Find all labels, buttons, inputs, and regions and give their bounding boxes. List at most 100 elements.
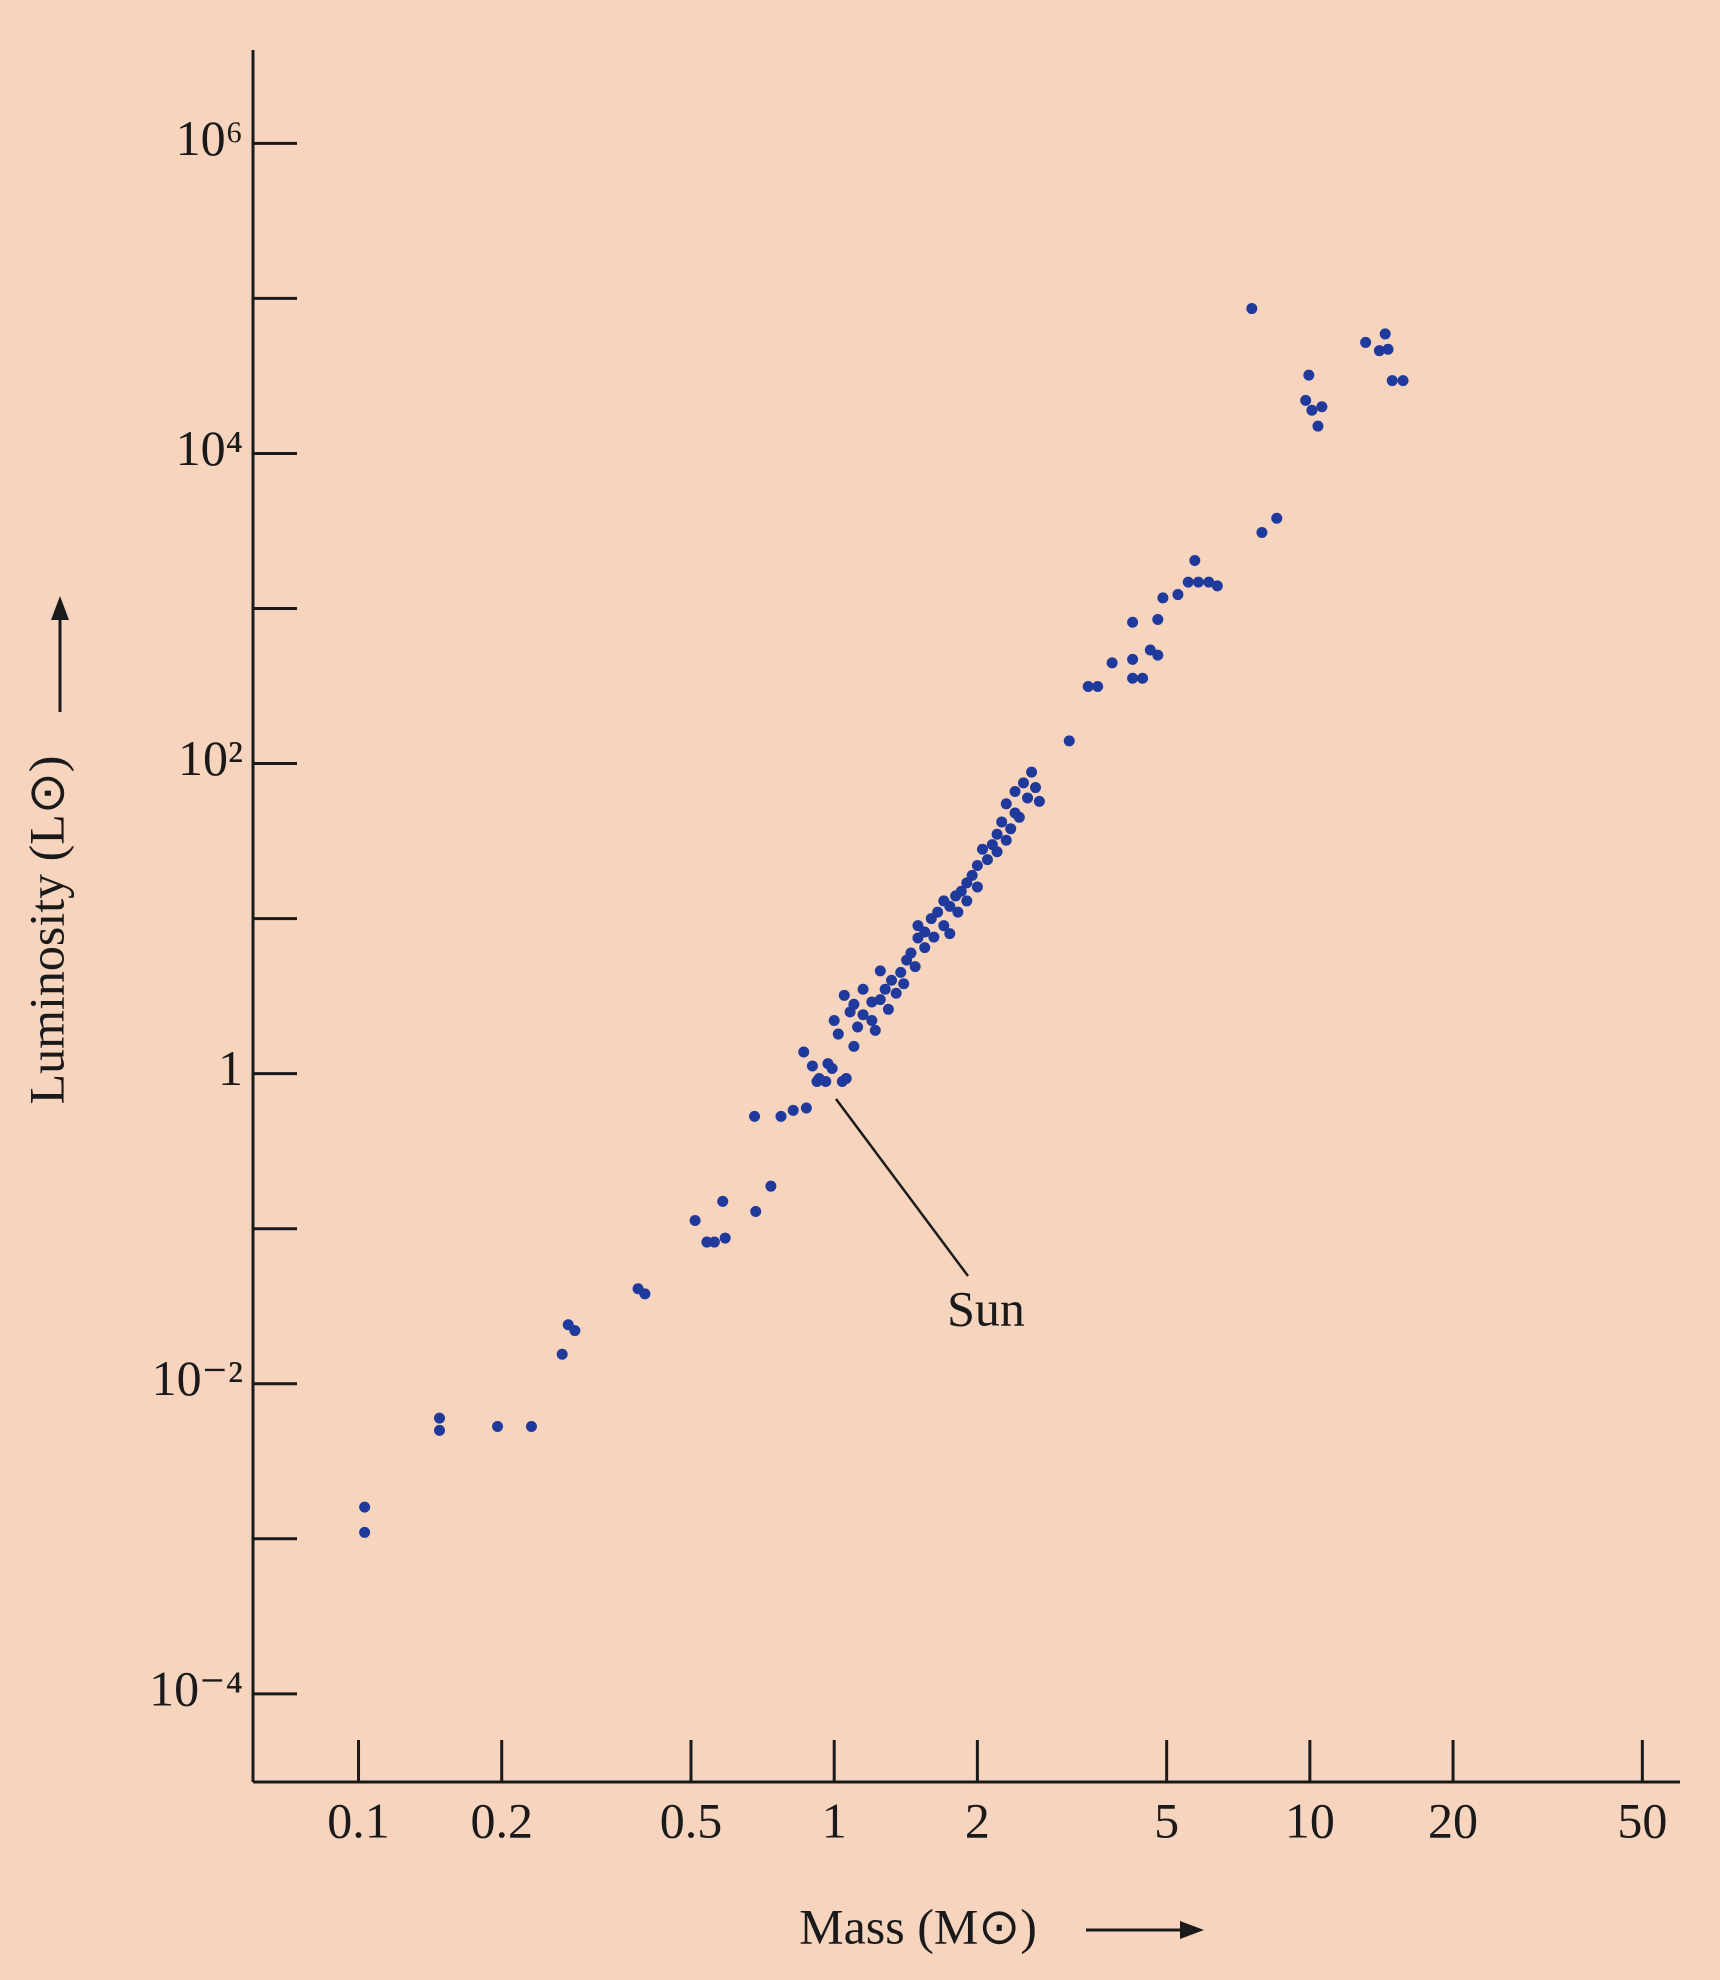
star-point <box>828 1015 840 1027</box>
star-point <box>1157 592 1169 604</box>
star-point <box>1172 589 1184 601</box>
star-point <box>1022 792 1034 804</box>
star-point <box>882 1003 894 1015</box>
star-point <box>832 1028 844 1040</box>
star-point <box>1033 795 1045 807</box>
annotation: Sun <box>947 1280 1025 1336</box>
star-point <box>869 1024 881 1036</box>
star-point <box>1182 576 1194 588</box>
star-point <box>639 1288 651 1300</box>
x-tick-label: 50 <box>1617 1792 1667 1848</box>
y-tick-label: 10⁴ <box>176 420 243 476</box>
star-point <box>895 966 907 978</box>
star-point <box>919 926 931 938</box>
star-point <box>966 869 978 881</box>
star-point <box>971 859 983 871</box>
star-point <box>1316 401 1328 413</box>
star-point <box>981 854 993 866</box>
star-point <box>1127 653 1139 665</box>
star-point <box>717 1195 729 1207</box>
star-point <box>1026 766 1038 778</box>
star-point <box>879 983 891 995</box>
star-point <box>1271 512 1283 524</box>
x-arrow-head <box>1180 1921 1204 1939</box>
star-point <box>919 942 931 954</box>
star-point <box>1306 404 1318 416</box>
star-point <box>820 1075 832 1087</box>
star-point <box>961 895 973 907</box>
star-point <box>1189 554 1201 566</box>
star-point <box>840 1073 852 1085</box>
star-point <box>1373 345 1385 357</box>
x-tick-label: 20 <box>1428 1792 1478 1848</box>
star-point <box>359 1526 371 1538</box>
star-point <box>1386 375 1398 387</box>
star-point <box>1246 303 1258 315</box>
star-point <box>750 1206 762 1218</box>
star-point <box>905 947 917 959</box>
y-tick-label: 10² <box>178 730 243 786</box>
star-point <box>811 1075 823 1087</box>
star-point <box>955 885 967 897</box>
star-point <box>1013 811 1025 823</box>
star-point <box>1152 649 1164 661</box>
star-point <box>1211 580 1223 592</box>
star-point <box>1303 369 1315 381</box>
star-point <box>434 1412 446 1424</box>
star-point <box>708 1236 720 1248</box>
star-point <box>1397 375 1409 387</box>
y-arrow-head <box>51 596 69 620</box>
star-point <box>866 1015 878 1027</box>
y-tick-label: 10⁻² <box>152 1350 243 1406</box>
star-point <box>1137 672 1149 684</box>
star-point <box>525 1420 537 1432</box>
star-point <box>800 1102 812 1114</box>
x-tick-label: 0.1 <box>327 1792 390 1848</box>
star-point <box>1300 394 1312 406</box>
star-point <box>749 1110 761 1122</box>
star-point <box>1312 420 1324 432</box>
star-point <box>1382 343 1394 355</box>
star-point <box>689 1214 701 1226</box>
star-point <box>806 1060 818 1072</box>
y-tick-label: 1 <box>218 1040 243 1096</box>
star-point <box>1127 672 1139 684</box>
star-point <box>944 900 956 912</box>
star-point <box>976 843 988 855</box>
star-point <box>492 1420 504 1432</box>
x-axis-title: Mass (M⊙) <box>799 1898 1037 1954</box>
star-point <box>1017 777 1029 789</box>
star-point <box>1106 657 1118 669</box>
star-point <box>1000 834 1012 846</box>
star-point <box>434 1424 446 1436</box>
star-point <box>852 1021 864 1033</box>
star-point <box>719 1232 731 1244</box>
star-point <box>1082 680 1094 692</box>
star-point <box>1379 328 1391 340</box>
star-point <box>1256 527 1268 539</box>
star-point <box>798 1046 810 1058</box>
star-point <box>971 881 983 893</box>
star-point <box>1005 823 1017 835</box>
star-point <box>765 1180 777 1192</box>
star-point <box>556 1348 568 1360</box>
x-tick-label: 2 <box>965 1792 990 1848</box>
star-point <box>848 998 860 1010</box>
star-point <box>1092 680 1104 692</box>
star-point <box>909 961 921 973</box>
star-point <box>1152 613 1164 625</box>
star-point <box>944 928 956 940</box>
star-point <box>848 1040 860 1052</box>
star-point <box>932 906 944 918</box>
star-point <box>857 983 869 995</box>
star-point <box>1127 616 1139 628</box>
star-point <box>938 920 950 932</box>
star-point <box>359 1501 371 1513</box>
star-point <box>898 978 910 990</box>
y-tick-label: 10⁶ <box>176 110 243 166</box>
star-point <box>787 1104 799 1116</box>
x-tick-label: 1 <box>822 1792 847 1848</box>
star-point <box>928 931 940 943</box>
